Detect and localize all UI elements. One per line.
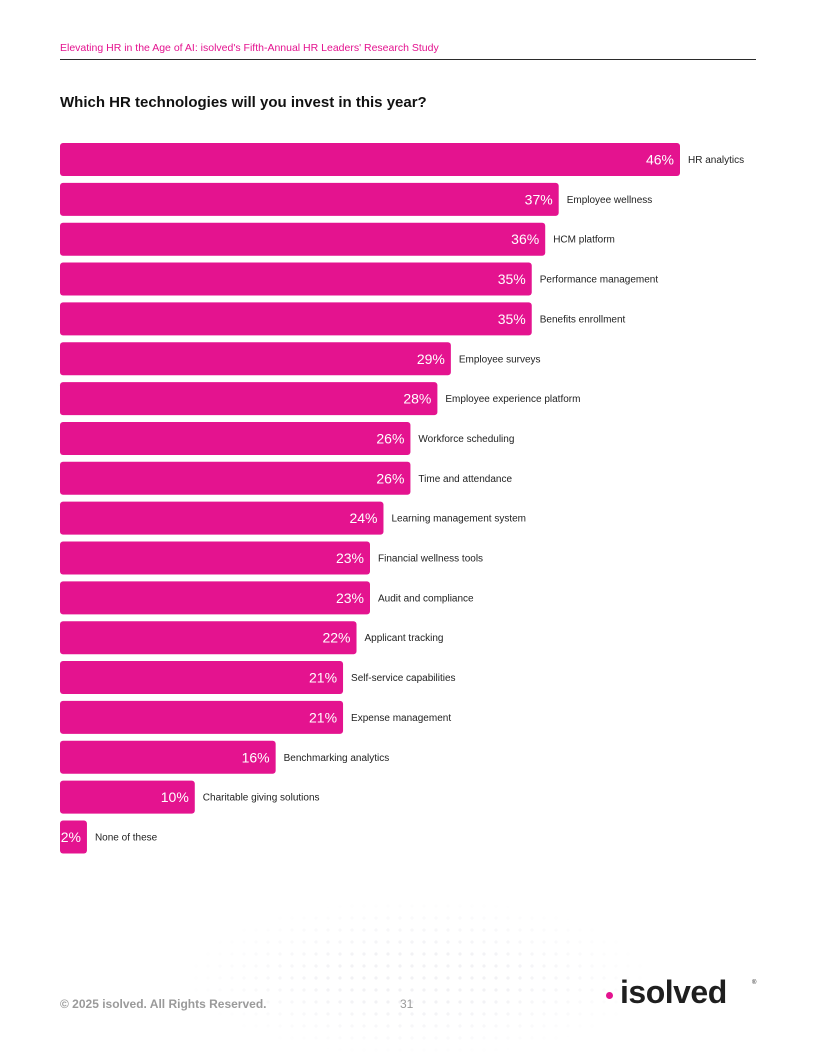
background-dot-pattern bbox=[190, 900, 650, 1056]
bar-0 bbox=[60, 143, 680, 176]
category-label-7: Workforce scheduling bbox=[418, 434, 514, 445]
bar-16 bbox=[60, 780, 195, 814]
category-label-2: HCM platform bbox=[553, 235, 615, 246]
bar-14 bbox=[60, 700, 344, 734]
bar-value-label-7: 26% bbox=[376, 430, 404, 446]
bar-17 bbox=[60, 820, 87, 854]
bar-10 bbox=[60, 541, 370, 575]
footer-copyright: © 2025 isolved. All Rights Reserved. bbox=[60, 997, 267, 1011]
bar-value-label-12: 22% bbox=[322, 630, 350, 646]
category-label-1: Employee wellness bbox=[567, 195, 653, 206]
bar-value-label-9: 24% bbox=[349, 510, 377, 526]
category-label-4: Benefits enrollment bbox=[540, 314, 626, 325]
category-label-13: Self-service capabilities bbox=[351, 673, 456, 684]
bar-value-label-4: 35% bbox=[498, 311, 526, 327]
bar-9 bbox=[60, 501, 384, 535]
bar-15 bbox=[60, 740, 276, 774]
logo-registered-mark: ® bbox=[752, 980, 757, 986]
bar-11 bbox=[60, 581, 370, 615]
bar-7 bbox=[60, 421, 411, 455]
category-label-15: Benchmarking analytics bbox=[284, 753, 390, 764]
page-number: 31 bbox=[400, 997, 414, 1011]
bar-8 bbox=[60, 461, 411, 495]
header-divider bbox=[60, 59, 756, 60]
logo-wordmark: isolved bbox=[620, 974, 727, 1010]
bar-value-label-13: 21% bbox=[309, 670, 337, 686]
document-header-title: Elevating HR in the Age of AI: isolved's… bbox=[60, 42, 439, 54]
bar-2 bbox=[60, 222, 546, 256]
bar-value-label-10: 23% bbox=[336, 550, 364, 566]
bar-value-label-6: 28% bbox=[403, 391, 431, 407]
bar-value-label-17: 2% bbox=[61, 829, 81, 845]
bar-value-label-8: 26% bbox=[376, 470, 404, 486]
bar-value-label-16: 10% bbox=[161, 789, 189, 805]
category-label-3: Performance management bbox=[540, 275, 659, 286]
bar-12 bbox=[60, 621, 357, 655]
bar-value-label-1: 37% bbox=[525, 191, 553, 207]
category-label-10: Financial wellness tools bbox=[378, 554, 483, 565]
category-label-16: Charitable giving solutions bbox=[203, 793, 320, 804]
category-label-5: Employee surveys bbox=[459, 354, 541, 365]
bar-3 bbox=[60, 262, 532, 296]
bar-chart: 46% HR analytics 37% Employee wellness 36% HC… bbox=[60, 143, 744, 854]
category-label-17: None of these bbox=[95, 832, 158, 843]
category-label-12: Applicant tracking bbox=[365, 633, 444, 644]
bar-value-label-14: 21% bbox=[309, 709, 337, 725]
isolved-logo: isolved ® bbox=[606, 974, 758, 1012]
bar-4 bbox=[60, 302, 532, 336]
bar-1 bbox=[60, 182, 559, 216]
bar-value-label-11: 23% bbox=[336, 590, 364, 606]
bar-value-label-3: 35% bbox=[498, 271, 526, 287]
category-label-6: Employee experience platform bbox=[445, 394, 580, 405]
category-label-14: Expense management bbox=[351, 713, 451, 724]
logo-dot-icon bbox=[606, 992, 613, 999]
bar-value-label-15: 16% bbox=[242, 749, 270, 765]
bar-6 bbox=[60, 382, 438, 416]
category-label-8: Time and attendance bbox=[418, 474, 512, 485]
category-label-11: Audit and compliance bbox=[378, 593, 474, 604]
category-label-0: HR analytics bbox=[688, 155, 744, 166]
bar-5 bbox=[60, 342, 451, 376]
bar-13 bbox=[60, 661, 344, 695]
category-label-9: Learning management system bbox=[391, 514, 526, 525]
bar-value-label-0: 46% bbox=[646, 152, 674, 168]
bar-value-label-2: 36% bbox=[511, 231, 539, 247]
bar-value-label-5: 29% bbox=[417, 351, 445, 367]
chart-title: Which HR technologies will you invest in… bbox=[60, 94, 427, 111]
